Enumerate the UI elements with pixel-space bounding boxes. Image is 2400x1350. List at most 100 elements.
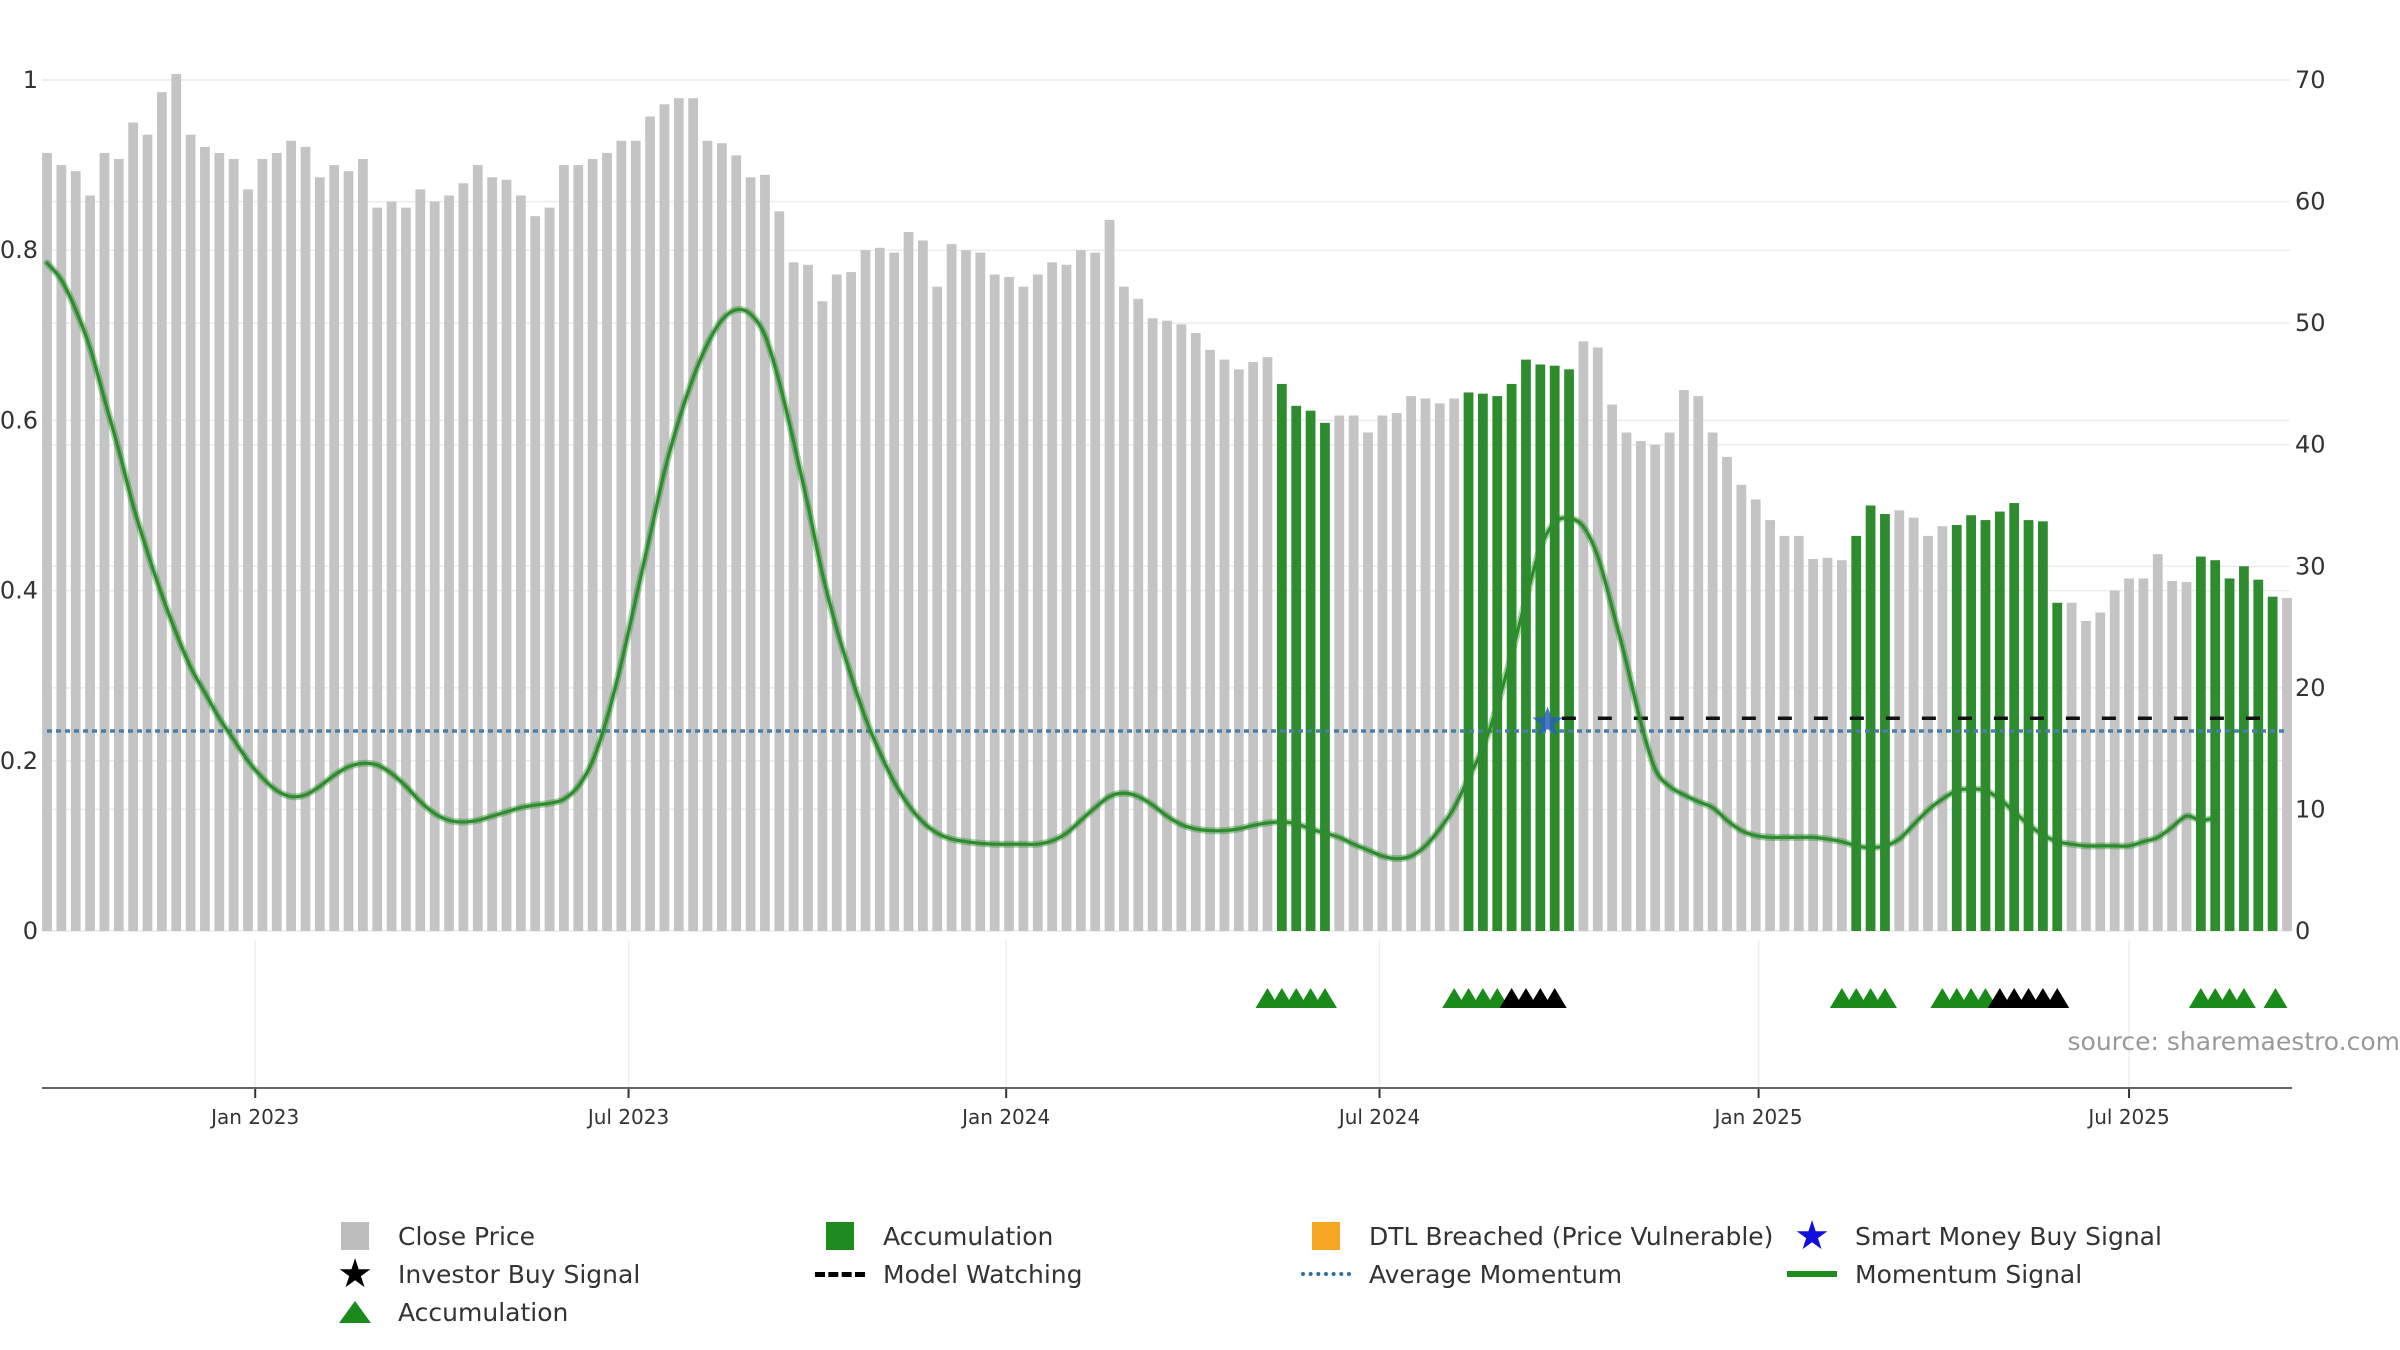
close-price-bar <box>745 177 756 931</box>
accumulation-bar <box>2038 521 2048 931</box>
close-price-bar <box>989 274 1000 931</box>
close-price-bar <box>702 140 713 932</box>
x-tick-label: Jan 2025 <box>1713 1105 1803 1129</box>
close-price-bar <box>559 165 569 932</box>
close-price-bar <box>1119 286 1129 932</box>
close-price-bar <box>2124 578 2134 931</box>
legend-label: Smart Money Buy Signal <box>1855 1221 2162 1251</box>
close-price-bar <box>214 152 225 931</box>
legend-item-momentum-signal: Momentum Signal <box>1787 1256 2082 1292</box>
close-price-bar <box>458 183 469 932</box>
close-price-bar <box>2109 590 2120 931</box>
close-price-bar <box>1363 432 1373 931</box>
close-price-bar <box>1004 276 1014 932</box>
close-price-bar <box>386 201 397 932</box>
close-price-bar <box>444 195 454 931</box>
accumulation-bar <box>1994 511 2005 931</box>
close-price-bar <box>918 240 928 931</box>
smart-money-buy-star <box>1532 706 1563 736</box>
close-price-bar <box>1434 403 1445 931</box>
investor-buy-triangle <box>2045 988 2070 1008</box>
close-price-bar <box>1348 415 1359 932</box>
close-price-bar <box>1894 510 1905 931</box>
legend-item-model-watching: Model Watching <box>815 1256 1083 1292</box>
close-price-bar <box>1233 369 1244 932</box>
close-price-bar <box>1693 396 1704 932</box>
close-price-bar <box>803 264 813 931</box>
close-price-bar <box>946 244 957 931</box>
close-price-bar <box>1162 320 1172 931</box>
legend-item-close-price: Close Price <box>330 1218 535 1254</box>
legend-label: Accumulation <box>398 1297 569 1327</box>
x-tick-label: Jul 2025 <box>2086 1105 2169 1129</box>
close-price-bar <box>1836 560 1847 931</box>
close-price-bar <box>2095 612 2106 931</box>
accumulation-bar <box>2195 556 2206 931</box>
close-price-bar <box>831 274 842 931</box>
close-price-bar <box>1190 332 1201 932</box>
close-price-bar <box>903 231 914 931</box>
accumulation-bar <box>1564 369 1574 932</box>
close-price-bar <box>156 92 167 931</box>
close-price-bar <box>1908 517 1919 931</box>
legend-item-accumulation-triangle: Accumulation <box>330 1294 568 1330</box>
close-price-bar <box>401 207 411 931</box>
legend-item-dtl-breached: DTL Breached (Price Vulnerable) <box>1301 1218 1773 1254</box>
close-price-bar <box>1032 274 1043 931</box>
close-price-bar <box>1592 347 1603 931</box>
accumulation-bar <box>2267 596 2278 931</box>
momentum-signal-line <box>45 261 2217 861</box>
accumulation-bar <box>1980 520 1991 931</box>
accumulation-triangle <box>2231 988 2256 1008</box>
close-price-bar <box>1765 520 1775 931</box>
legend-label: Investor Buy Signal <box>398 1259 641 1289</box>
right-tick-label: 20 <box>2295 674 2326 702</box>
x-tick-label: Jan 2024 <box>960 1105 1050 1129</box>
close-price-bar <box>1923 535 1933 931</box>
close-price-bar <box>1793 535 1804 931</box>
accumulation-bar <box>2023 520 2034 931</box>
accumulation-bar <box>1865 505 1876 931</box>
close-price-bar <box>587 159 598 931</box>
close-price-bar <box>602 152 612 931</box>
legend-label: DTL Breached (Price Vulnerable) <box>1369 1221 1774 1251</box>
close-price-bar <box>472 165 483 932</box>
left-tick-label: 0.2 <box>0 747 38 775</box>
close-price-bar <box>1061 264 1072 931</box>
close-price-bar <box>271 152 282 931</box>
close-price-bar <box>1808 558 1819 931</box>
close-price-bar <box>2181 582 2192 931</box>
close-price-bar <box>716 143 727 931</box>
accumulation-bar <box>1951 524 1962 931</box>
source-label: source: sharemaestro.com <box>2068 1027 2400 1056</box>
signal-stars <box>1532 706 1563 736</box>
close-price-bar <box>1205 349 1215 932</box>
close-price-bar <box>1248 362 1259 931</box>
close-price-bar <box>2138 578 2149 931</box>
legend-label: Momentum Signal <box>1855 1259 2083 1289</box>
close-price-bar <box>358 159 368 931</box>
accumulation-bar <box>2009 503 2020 931</box>
close-price-bar <box>788 262 799 931</box>
close-price-bar <box>185 134 196 931</box>
close-price-bar <box>1707 432 1718 931</box>
legend-item-average-momentum: Average Momentum <box>1301 1256 1622 1292</box>
close-price-bar <box>1621 432 1632 931</box>
close-price-bar <box>372 207 383 931</box>
legend-item-investor-buy: ★ Investor Buy Signal <box>330 1254 641 1294</box>
close-price-bar <box>645 116 655 931</box>
accumulation-bar <box>2253 579 2264 931</box>
close-price-bar <box>616 140 627 932</box>
close-price-bar <box>1664 432 1675 931</box>
accumulation-bar <box>2224 578 2235 931</box>
left-tick-label: 0.6 <box>0 406 38 434</box>
dotted-line-icon <box>1301 1272 1351 1276</box>
legend: Close Price Accumulation DTL Breached (P… <box>0 1210 2400 1350</box>
close-price-bar <box>515 195 526 931</box>
close-price-bar <box>2167 580 2178 931</box>
close-price-bar <box>659 104 670 932</box>
close-price-bar <box>961 250 971 931</box>
close-price-bar <box>932 286 943 932</box>
right-tick-label: 40 <box>2295 431 2326 459</box>
